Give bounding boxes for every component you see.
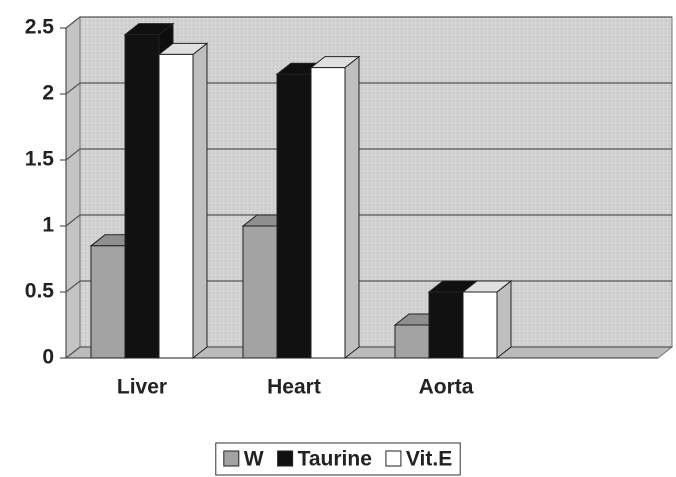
y-tick-label: 1.5 [25, 148, 55, 171]
legend-label: W [244, 448, 264, 471]
bar [242, 225, 278, 359]
plot-walls [64, 15, 674, 360]
bars [89, 22, 513, 360]
grid-line [65, 214, 672, 227]
legend: W Taurine Vit.E [215, 442, 461, 476]
legend-swatch [277, 450, 294, 467]
legend-swatch [223, 450, 240, 467]
bar-side [192, 42, 208, 360]
y-tick-label: 2 [42, 82, 54, 105]
bar [462, 291, 498, 359]
y-tick-label: 0.5 [25, 280, 55, 303]
bar-side [496, 279, 512, 360]
y-tick-label: 0 [42, 346, 54, 369]
x-tick-label: Heart [267, 376, 321, 399]
grid-line [65, 16, 672, 29]
y-tick-label: 2.5 [25, 16, 55, 39]
bar [124, 34, 160, 359]
bar [276, 73, 312, 359]
grid-line [65, 82, 672, 95]
bar [158, 53, 194, 359]
x-tick-label: Liver [117, 376, 167, 399]
bar [394, 324, 430, 359]
bar [310, 67, 346, 359]
labels: 0 0.5 1 1.5 2 2.5 Liver Heart Aorta [25, 16, 474, 399]
bar [428, 291, 464, 359]
side-wall [65, 15, 81, 360]
legend-swatch [385, 450, 402, 467]
legend-label: Vit.E [406, 448, 452, 471]
bar [90, 245, 126, 359]
legend-box [215, 442, 461, 476]
x-tick-label: Aorta [419, 376, 474, 399]
y-tick-label: 1 [42, 214, 54, 237]
legend-label: Taurine [298, 448, 372, 471]
grid-line [65, 148, 672, 161]
bar-side [344, 55, 360, 360]
